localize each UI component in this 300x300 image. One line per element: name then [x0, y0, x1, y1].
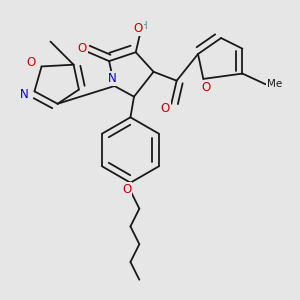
Text: N: N — [108, 72, 117, 86]
Text: O: O — [160, 102, 170, 115]
Text: O: O — [26, 56, 35, 69]
Text: O: O — [134, 22, 143, 35]
Text: H: H — [140, 21, 148, 31]
Text: O: O — [202, 81, 211, 94]
Text: Me: Me — [267, 79, 282, 89]
Text: N: N — [20, 88, 29, 101]
Text: O: O — [78, 42, 87, 55]
Text: O: O — [122, 183, 131, 196]
